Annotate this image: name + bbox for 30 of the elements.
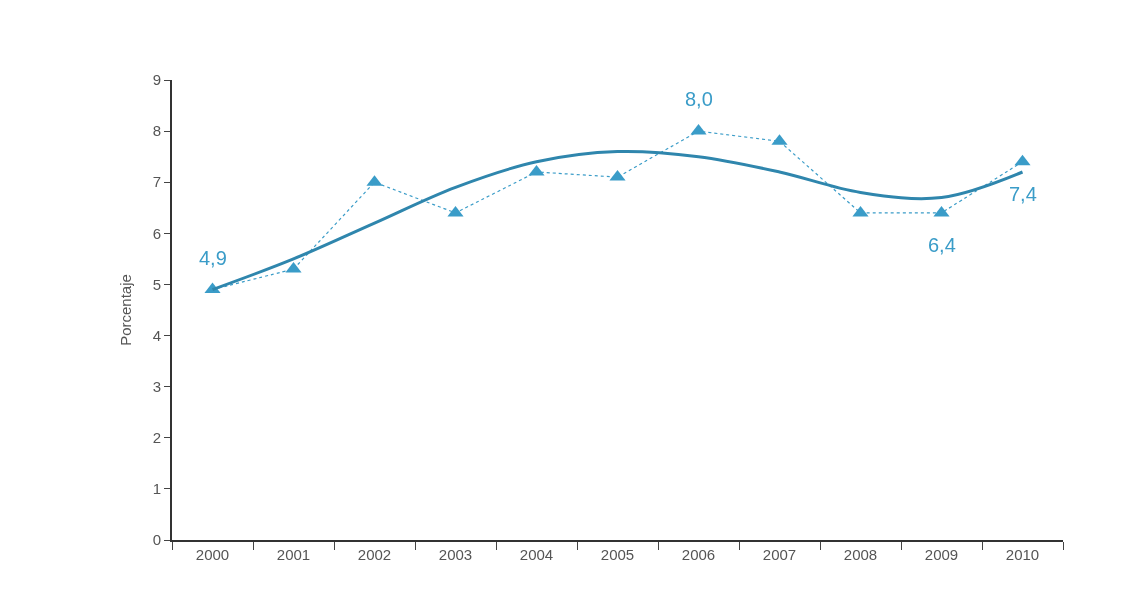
point [1014, 154, 1031, 166]
x-tick-label: 2005 [600, 546, 635, 563]
data-label: 8,0 [685, 88, 713, 110]
y-tick-label: 0 [152, 531, 161, 549]
x-tick-label: 2009 [924, 546, 959, 563]
x-tick-label: 2003 [438, 546, 473, 563]
y-tick-label: 5 [152, 275, 161, 293]
y-axis-title: Porcentaje [117, 274, 134, 346]
y-tick-label: 4 [152, 326, 161, 344]
data-label: 4,9 [199, 247, 227, 269]
x-tick-label: 2010 [1005, 546, 1040, 563]
y-tick-label: 8 [152, 122, 161, 140]
x-tick-label: 2002 [357, 546, 392, 563]
x-tick-label: 2000 [195, 546, 230, 563]
x-tick-label: 2007 [762, 546, 797, 563]
y-tick-label: 3 [152, 377, 161, 395]
x-tick-label: 2006 [681, 546, 716, 563]
point [852, 205, 869, 217]
data-label: 6,4 [928, 234, 956, 256]
y-tick-label: 2 [152, 429, 161, 447]
x-tick-label: 2004 [519, 546, 554, 563]
data-label: 7,4 [1009, 183, 1037, 205]
y-tick-label: 6 [152, 224, 161, 242]
y-tick-label: 1 [152, 480, 161, 498]
x-tick-label: 2001 [276, 546, 311, 563]
x-tick-label: 2008 [843, 546, 878, 563]
point [933, 205, 950, 217]
y-tick-label: 7 [152, 173, 161, 191]
y-tick-label: 9 [152, 71, 161, 89]
point [447, 205, 464, 217]
